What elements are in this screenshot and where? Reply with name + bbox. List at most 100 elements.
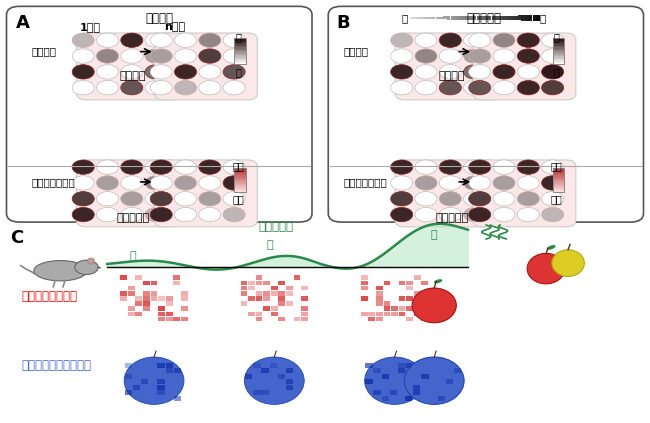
Circle shape (96, 160, 118, 174)
Bar (365, 379, 372, 385)
Circle shape (174, 49, 196, 63)
Circle shape (174, 207, 196, 222)
Bar (234, 62, 246, 63)
Text: 低: 低 (130, 251, 136, 261)
Bar (286, 379, 293, 385)
Ellipse shape (124, 357, 184, 404)
Bar (181, 291, 188, 296)
Text: 高: 高 (554, 32, 560, 42)
Circle shape (439, 80, 462, 95)
Bar (286, 301, 292, 306)
Circle shape (174, 176, 196, 190)
Bar (552, 187, 564, 189)
Text: 変化しない: 変化しない (436, 213, 468, 223)
Circle shape (121, 160, 143, 174)
Circle shape (541, 176, 564, 190)
Bar (301, 286, 308, 291)
Bar (125, 390, 132, 396)
Bar (294, 317, 300, 321)
Circle shape (121, 65, 143, 79)
Circle shape (174, 33, 196, 47)
Circle shape (121, 80, 143, 95)
Bar (384, 301, 390, 306)
Bar (552, 185, 564, 187)
Ellipse shape (365, 357, 424, 404)
Bar (398, 312, 406, 316)
Ellipse shape (87, 258, 95, 264)
Text: 1回目: 1回目 (79, 22, 100, 32)
Bar (234, 172, 246, 173)
Circle shape (150, 65, 172, 79)
Text: 高: 高 (431, 230, 437, 240)
Bar (413, 385, 421, 390)
Bar (414, 291, 421, 296)
Bar (248, 286, 255, 291)
Bar (301, 317, 308, 321)
Circle shape (541, 80, 564, 95)
Circle shape (150, 33, 172, 47)
Bar (406, 296, 413, 301)
Bar (248, 280, 255, 285)
Bar (254, 390, 261, 396)
Bar (495, 16, 499, 20)
Bar (414, 296, 421, 301)
Bar (552, 175, 564, 176)
Circle shape (493, 160, 515, 174)
Circle shape (121, 207, 143, 222)
Text: 発火タイミング：安定: 発火タイミング：安定 (21, 360, 92, 372)
Circle shape (150, 176, 172, 190)
Bar (552, 168, 564, 192)
Bar (473, 16, 476, 20)
Bar (552, 168, 564, 169)
Circle shape (391, 33, 413, 47)
Bar (552, 51, 564, 52)
Circle shape (223, 33, 245, 47)
Bar (128, 307, 135, 311)
Bar (174, 396, 181, 401)
Bar (261, 390, 268, 396)
Bar (552, 43, 564, 45)
Bar (234, 170, 246, 172)
Circle shape (439, 207, 462, 222)
Circle shape (223, 49, 245, 63)
Bar (552, 59, 564, 60)
Text: 発火頻度: 発火頻度 (31, 47, 56, 57)
Bar (405, 396, 412, 401)
Bar (421, 17, 424, 19)
Polygon shape (107, 224, 468, 269)
Circle shape (541, 49, 564, 63)
Circle shape (391, 49, 413, 63)
Bar (413, 390, 421, 396)
Circle shape (415, 49, 437, 63)
Circle shape (96, 80, 118, 95)
Bar (255, 317, 263, 321)
Bar (552, 45, 564, 46)
Text: 高: 高 (235, 32, 241, 42)
Bar (135, 301, 142, 306)
FancyBboxPatch shape (155, 160, 257, 227)
Bar (521, 15, 525, 21)
Bar (421, 291, 428, 296)
Bar (255, 312, 263, 316)
Circle shape (463, 160, 486, 174)
Bar (439, 16, 443, 19)
Bar (240, 286, 247, 291)
FancyBboxPatch shape (77, 160, 179, 227)
Bar (301, 296, 308, 301)
Bar (286, 286, 292, 291)
Circle shape (415, 33, 437, 47)
FancyBboxPatch shape (328, 6, 644, 222)
Bar (234, 38, 246, 64)
Bar (234, 189, 246, 190)
Bar (552, 38, 564, 64)
Text: におい濃度: におい濃度 (467, 12, 502, 25)
Bar (384, 312, 390, 316)
Circle shape (415, 176, 437, 190)
Bar (120, 275, 127, 280)
Bar (476, 16, 480, 20)
Circle shape (463, 207, 486, 222)
Bar (234, 58, 246, 59)
Ellipse shape (434, 279, 442, 283)
Bar (552, 173, 564, 174)
Bar (405, 363, 412, 368)
